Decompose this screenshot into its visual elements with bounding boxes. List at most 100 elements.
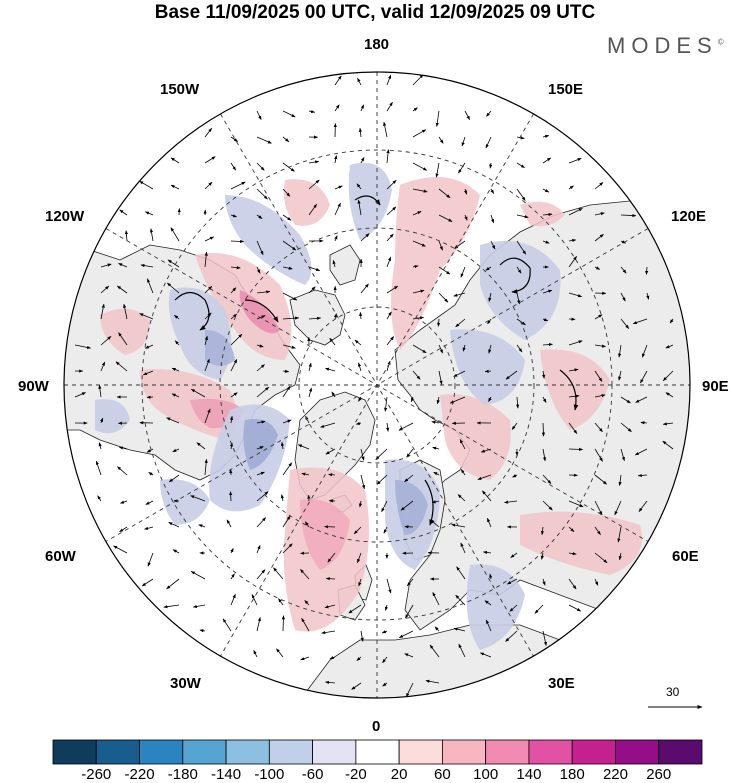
wind-vector xyxy=(98,442,102,450)
wind-vector xyxy=(568,526,575,532)
wind-vector xyxy=(167,259,180,268)
wind-vector xyxy=(282,266,293,270)
wind-vector xyxy=(568,394,580,398)
wind-vector xyxy=(166,282,180,294)
positive-anomalies xyxy=(100,177,642,632)
lon-label-60e: 60E xyxy=(672,548,699,565)
wind-vector xyxy=(230,593,236,606)
wind-vector xyxy=(594,526,601,536)
colorbar-swatch xyxy=(441,739,487,765)
colorbar-tick: -100 xyxy=(254,766,285,783)
wind-vector xyxy=(456,566,466,580)
wind-vector xyxy=(149,228,154,242)
wind-vector xyxy=(230,239,245,244)
wind-vector xyxy=(620,448,625,462)
wind-vector xyxy=(308,179,320,190)
wind-vector xyxy=(404,653,414,658)
wind-vector xyxy=(534,604,544,614)
wind-vector xyxy=(504,500,518,504)
colorbar-swatch xyxy=(52,739,97,765)
wind-vector xyxy=(540,552,544,560)
wind-vector xyxy=(229,415,234,424)
wind-vector xyxy=(594,552,608,564)
wind-vector xyxy=(516,136,525,140)
wind-vector xyxy=(282,316,300,320)
wind-vector xyxy=(204,358,210,372)
wind-vector xyxy=(308,160,320,164)
wind-vector xyxy=(172,549,180,554)
wind-vector xyxy=(282,188,291,197)
wind-vector xyxy=(229,491,233,502)
wind-vector xyxy=(568,578,577,590)
colorbar-swatch xyxy=(312,739,357,765)
wind-vector xyxy=(386,101,393,112)
wind-vector xyxy=(230,214,237,218)
wind-vector xyxy=(505,630,518,642)
wind-vector xyxy=(171,393,180,398)
wind-vector xyxy=(594,394,606,398)
wind-vector xyxy=(356,183,362,190)
wind-vector xyxy=(568,500,584,508)
wind-vector xyxy=(431,420,440,424)
wind-vector xyxy=(230,287,237,294)
anomaly-negative xyxy=(205,330,235,366)
wind-vector xyxy=(230,573,235,580)
wind-vector xyxy=(74,344,91,349)
colorbar-tick: 220 xyxy=(602,766,628,783)
wind-vector xyxy=(360,104,365,112)
wind-vector xyxy=(620,396,631,404)
reference-vector-label: 30 xyxy=(666,685,680,699)
wind-vector xyxy=(438,136,444,144)
wind-vector xyxy=(412,265,419,269)
wind-vector xyxy=(357,77,362,86)
wind-vector xyxy=(229,469,233,476)
colorbar-tick: 100 xyxy=(473,766,499,783)
wind-vector xyxy=(204,236,215,242)
colorbar-swatch xyxy=(139,739,184,765)
wind-vector xyxy=(282,136,290,143)
wind-vector xyxy=(168,474,180,483)
wind-vector xyxy=(620,422,632,433)
wind-vector xyxy=(488,396,492,402)
wind-vector xyxy=(453,292,466,297)
wind-vector xyxy=(489,573,493,580)
lon-label-60w: 60W xyxy=(45,548,76,565)
streamline xyxy=(499,257,531,294)
wind-vector xyxy=(542,289,553,294)
wind-vector xyxy=(568,158,582,164)
colorbar-tick: 260 xyxy=(646,766,672,783)
wind-vector xyxy=(640,421,648,425)
wind-vector xyxy=(662,422,674,426)
wind-vector xyxy=(360,448,365,461)
wind-vector xyxy=(432,592,440,606)
wind-vector xyxy=(568,552,577,556)
wind-vector xyxy=(618,344,622,358)
wind-vector xyxy=(308,286,316,294)
wind-vector xyxy=(282,240,297,251)
lon-label-120e: 120E xyxy=(671,208,707,225)
anomaly-negative xyxy=(395,480,428,535)
wind-vector xyxy=(74,392,86,398)
wind-vector xyxy=(462,344,466,352)
wind-vector xyxy=(406,448,414,458)
wind-vector xyxy=(412,107,418,112)
brand-name: MODES xyxy=(607,33,718,58)
wind-vector xyxy=(381,630,388,634)
wind-vector xyxy=(256,545,261,554)
wind-vector xyxy=(386,233,394,242)
wind-vector xyxy=(300,569,310,580)
wind-vector xyxy=(568,422,578,434)
wind-vector xyxy=(325,367,336,372)
copyright-mark: © xyxy=(717,37,724,47)
colorbar-tick: 60 xyxy=(434,766,451,783)
colorbar-tick: 140 xyxy=(516,766,542,783)
wind-vector xyxy=(168,522,180,528)
wind-vector xyxy=(662,370,674,381)
wind-vector xyxy=(481,490,492,502)
wind-vector xyxy=(432,446,440,450)
wind-vector xyxy=(256,491,269,502)
wind-vector xyxy=(516,266,522,274)
wind-vector xyxy=(230,359,238,372)
wind-vector xyxy=(145,211,154,216)
wind-vector xyxy=(119,209,128,216)
